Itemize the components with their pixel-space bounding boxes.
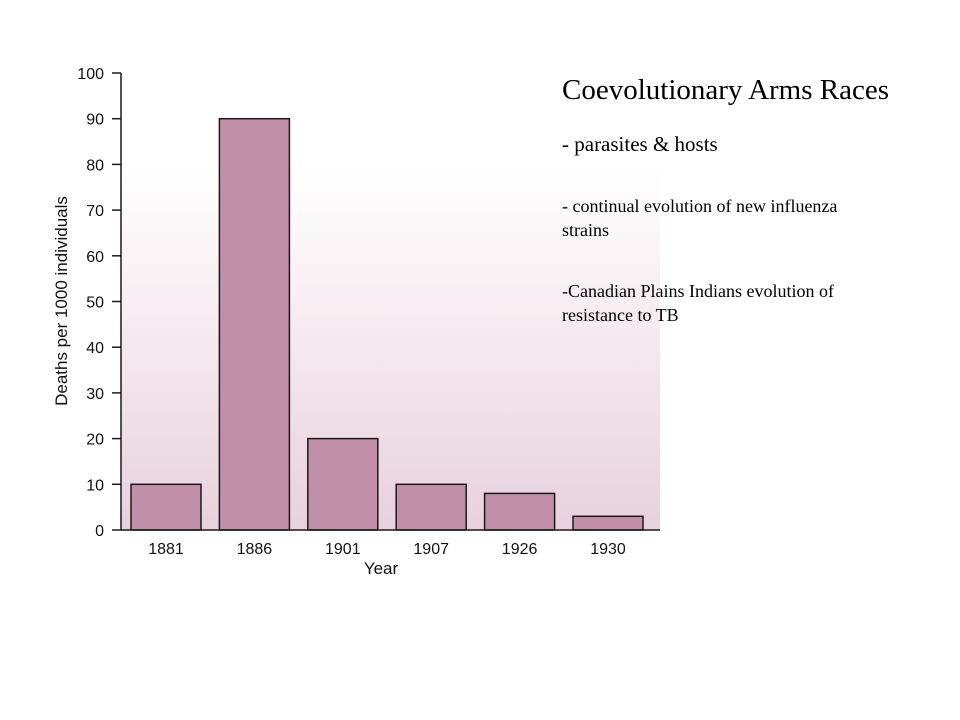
bullet-influenza-strains: - continual evolution of new influenza s… [562, 196, 838, 240]
y-tick-label: 70 [86, 203, 104, 220]
slide-title: Coevolutionary Arms Races [562, 74, 890, 106]
y-tick-label: 10 [86, 477, 104, 494]
x-tick-label: 1901 [325, 541, 361, 558]
x-tick-label: 1926 [502, 541, 538, 558]
bar-1881 [130, 483, 202, 531]
y-tick-label: 100 [77, 66, 104, 83]
bar-1926 [483, 492, 556, 531]
y-tick-label: 50 [86, 295, 104, 312]
y-tick-label: 80 [86, 157, 104, 174]
bar-1930 [572, 515, 644, 531]
x-tick-label: 1907 [413, 541, 449, 558]
x-tick-label: 1930 [590, 541, 626, 558]
bar-1907 [395, 483, 467, 531]
bullet-parasites-hosts: - parasites & hosts [562, 132, 718, 156]
bullet-plains-indians-tb: -Canadian Plains Indians evolution of re… [562, 281, 834, 325]
y-axis-title: Deaths per 1000 individuals [52, 196, 71, 406]
x-axis-title: Year [364, 559, 399, 578]
y-tick-label: 0 [95, 523, 104, 540]
plot-background [121, 73, 660, 530]
bar-1886 [218, 117, 291, 531]
x-tick-label: 1881 [148, 541, 184, 558]
y-tick-label: 20 [86, 432, 104, 449]
y-tick-label: 40 [86, 340, 104, 357]
x-tick-label: 1886 [237, 541, 273, 558]
y-tick-label: 60 [86, 249, 104, 266]
y-tick-label: 30 [86, 386, 104, 403]
y-tick-label: 90 [86, 112, 104, 129]
bar-1901 [307, 437, 379, 531]
